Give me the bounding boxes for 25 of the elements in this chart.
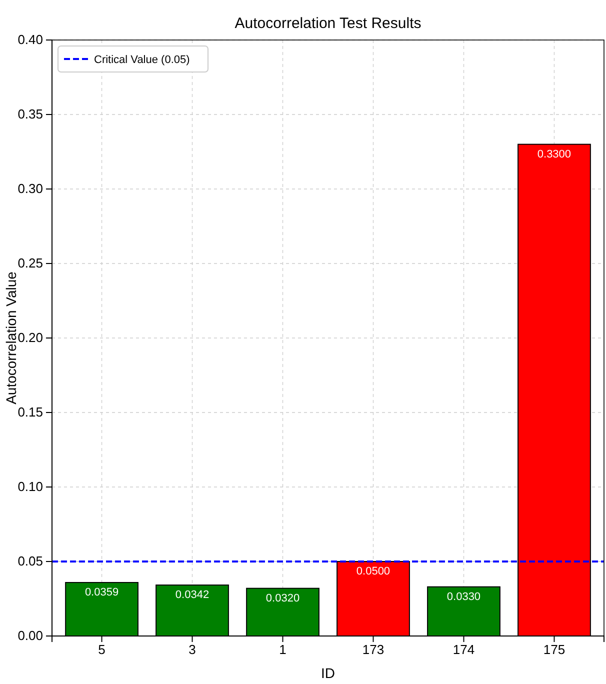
data-label: 0.0320 — [266, 592, 300, 604]
chart-title: Autocorrelation Test Results — [234, 15, 422, 32]
data-label: 0.0500 — [356, 566, 390, 578]
x-tick-label: 5 — [98, 642, 106, 658]
data-label: 0.3300 — [537, 148, 572, 160]
x-tick-label: 1 — [279, 642, 286, 658]
x-tick-label: 3 — [188, 642, 196, 658]
data-label: 0.0342 — [175, 589, 210, 602]
y-tick-label: 0.25 — [18, 256, 43, 271]
x-axis-title: ID — [321, 665, 335, 681]
y-tick-label: 0.20 — [18, 330, 43, 346]
x-tick-label: 175 — [543, 642, 566, 658]
legend-label: Critical Value (0.05) — [94, 54, 190, 66]
y-tick-label: 0.40 — [18, 32, 43, 48]
x-tick-label: 174 — [452, 642, 475, 658]
y-tick-label: 0.05 — [18, 554, 43, 569]
data-label: 0.0359 — [84, 586, 119, 599]
y-tick-label: 0.00 — [18, 628, 43, 644]
y-tick-label: 0.10 — [18, 479, 43, 494]
x-tick-label: 173 — [362, 642, 384, 658]
y-tick-label: 0.15 — [18, 404, 43, 420]
y-tick-label: 0.30 — [18, 181, 43, 196]
data-label: 0.0330 — [446, 590, 481, 603]
y-axis-title: Autocorrelation Value — [3, 271, 19, 404]
y-tick-label: 0.35 — [18, 106, 43, 122]
